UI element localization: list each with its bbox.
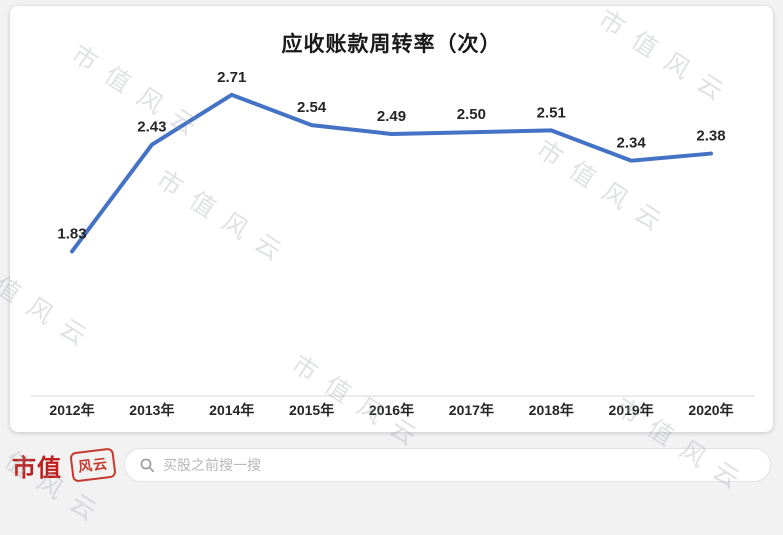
data-point-label: 2.38 — [696, 128, 725, 145]
data-point-label: 2.50 — [457, 106, 486, 123]
chart-card: 1.83 2012年 2.43 2013年 2.71 2014年 2.54 2015年 2.49… — [10, 6, 773, 432]
x-axis-tick-label: 2016年 — [369, 402, 414, 418]
x-axis-tick-label: 2013年 — [129, 402, 174, 418]
x-axis-tick-label: 2012年 — [49, 402, 94, 418]
data-point-label: 2.51 — [537, 104, 566, 121]
line-chart: 1.83 2012年 2.43 2013年 2.71 2014年 2.54 2015年 2.49… — [30, 69, 755, 418]
search-input[interactable] — [163, 457, 756, 473]
footer-bar: 市值 风云 — [0, 438, 783, 492]
data-point-label: 2.43 — [137, 119, 166, 136]
x-axis-tick-label: 2014年 — [209, 402, 254, 418]
data-point-label: 2.54 — [297, 99, 327, 116]
brand-seal-icon: 风云 — [69, 447, 117, 483]
data-point-label: 2.71 — [217, 69, 246, 86]
x-axis-tick-label: 2019年 — [609, 402, 654, 418]
x-axis-tick-label: 2015年 — [289, 402, 334, 418]
data-point-label: 2.34 — [617, 135, 647, 152]
x-axis-tick-label: 2017年 — [449, 402, 494, 418]
chart-title: 应收账款周转率（次） — [281, 33, 502, 56]
x-axis-tick-label: 2020年 — [688, 402, 733, 418]
data-point-label: 2.49 — [377, 108, 406, 125]
search-box[interactable] — [124, 448, 771, 482]
data-point-label: 1.83 — [57, 225, 86, 242]
x-axis-tick-label: 2018年 — [529, 402, 574, 418]
search-icon — [139, 457, 155, 473]
data-series-line — [70, 92, 713, 254]
brand-logo-text: 市值 — [12, 454, 62, 482]
